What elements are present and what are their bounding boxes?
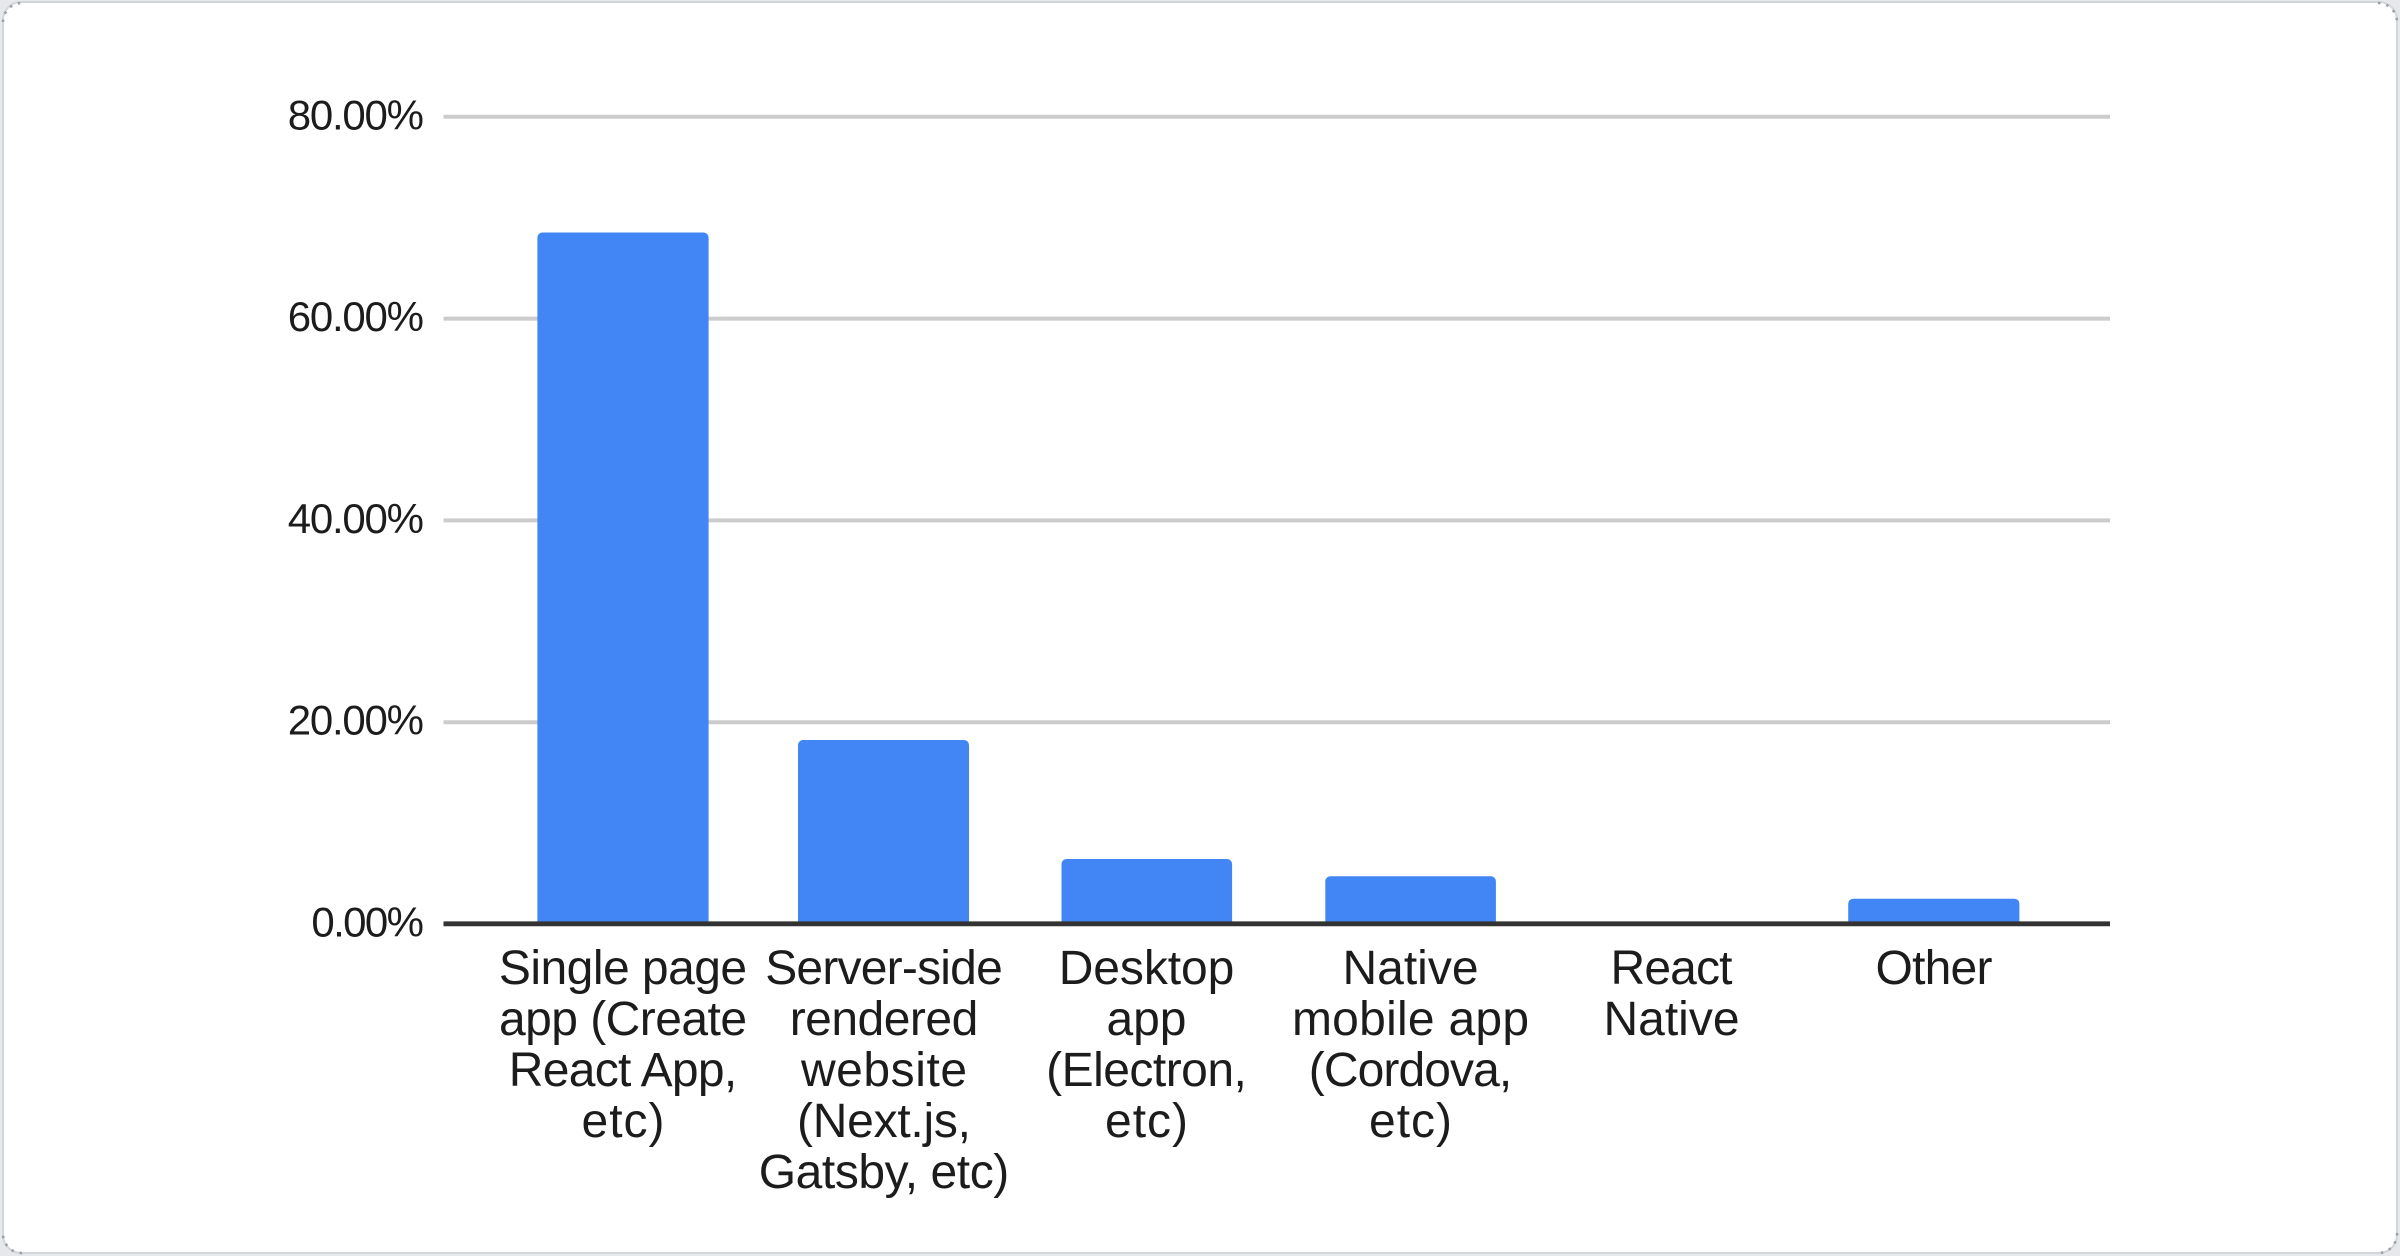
svg-text:(Next.js,: (Next.js, [797,1095,971,1148]
svg-text:Server-side: Server-side [765,942,1003,995]
svg-text:website: website [800,1044,967,1097]
svg-text:etc): etc) [1105,1095,1188,1148]
svg-text:Desktop: Desktop [1059,942,1235,995]
svg-text:20.00%: 20.00% [288,697,424,744]
svg-text:0.00%: 0.00% [311,899,424,946]
svg-text:60.00%: 60.00% [288,293,424,340]
svg-text:Single page: Single page [499,942,747,995]
svg-text:mobile app: mobile app [1292,993,1529,1046]
svg-text:(Cordova,: (Cordova, [1309,1044,1512,1097]
svg-text:app: app [1107,993,1187,1046]
svg-text:rendered: rendered [790,993,979,1046]
svg-text:etc): etc) [1369,1095,1452,1148]
svg-text:Other: Other [1876,942,1993,995]
svg-text:(Electron,: (Electron, [1046,1044,1247,1097]
svg-text:React: React [1611,942,1733,995]
svg-text:React App,: React App, [509,1044,738,1097]
svg-text:etc): etc) [582,1095,665,1148]
svg-text:Native: Native [1603,993,1739,1046]
svg-text:40.00%: 40.00% [288,495,424,542]
svg-text:Gatsby, etc): Gatsby, etc) [759,1146,1010,1199]
svg-text:80.00%: 80.00% [288,91,424,138]
svg-text:Native: Native [1342,942,1478,995]
svg-text:app (Create: app (Create [499,993,747,1046]
